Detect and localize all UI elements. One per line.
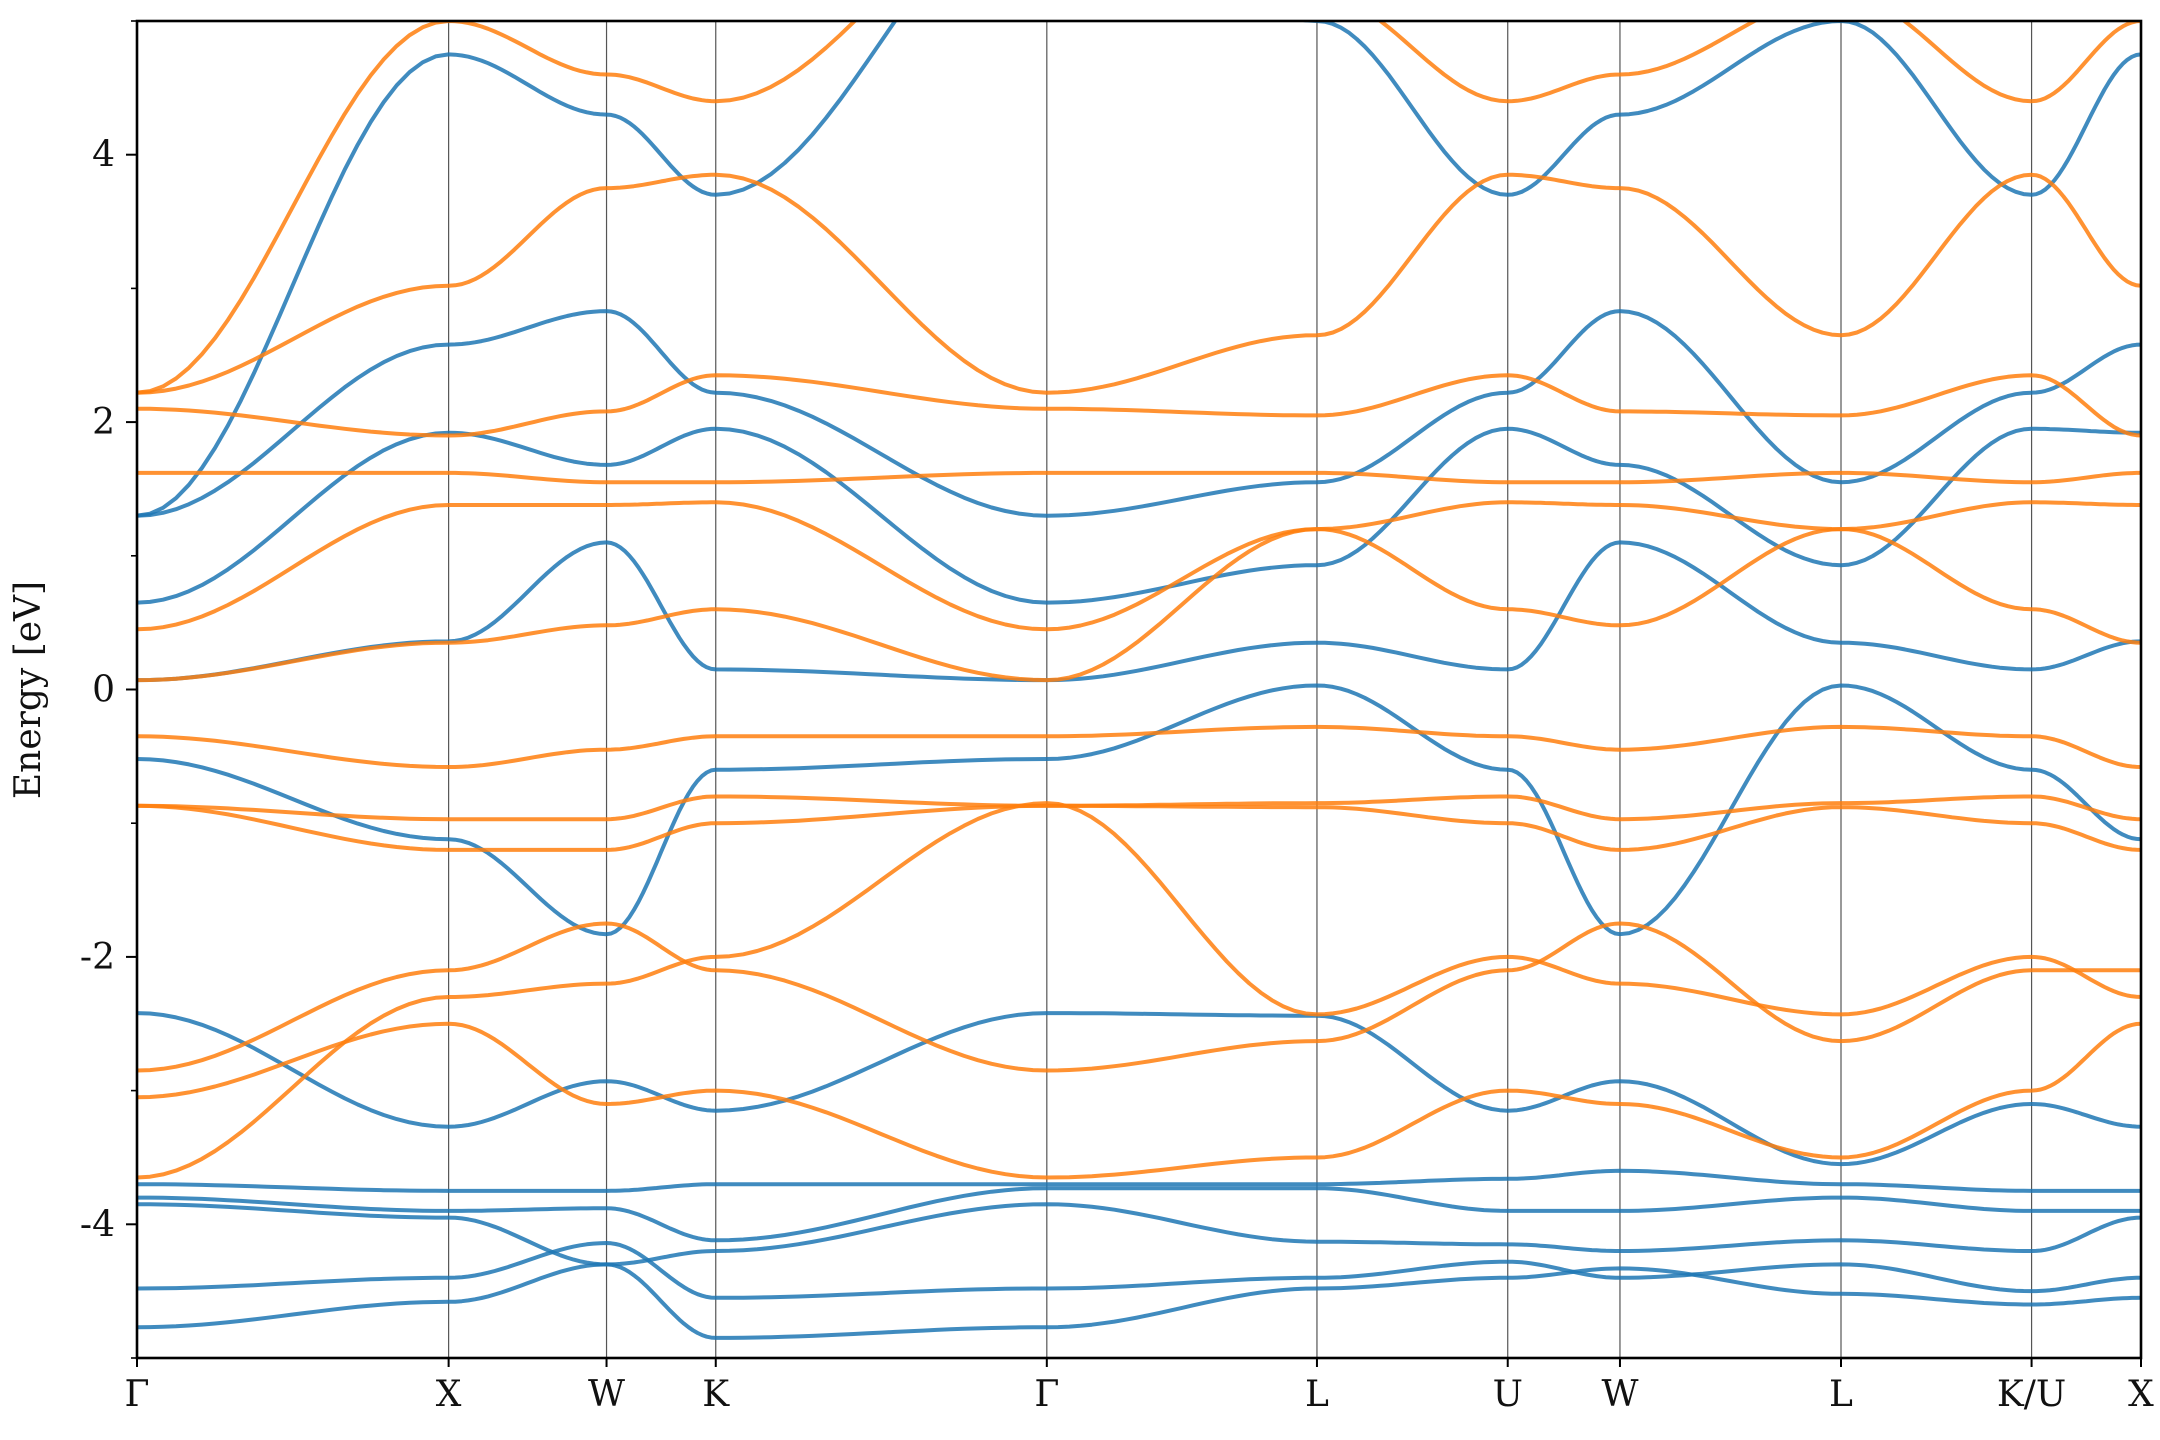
blue-band-line [137, 540, 2141, 683]
orange-band-line [137, 794, 2141, 822]
orange-band-line [137, 373, 2141, 438]
kpoint-label: K [702, 1374, 730, 1415]
orange-band-line [137, 21, 2141, 395]
orange-band-line [137, 803, 2141, 852]
kpoint-label: K/U [1997, 1374, 2066, 1415]
y-tick-label: -4 [80, 1204, 115, 1245]
blue-band-line [137, 683, 2141, 937]
kpoint-label: Γ [1034, 1374, 1059, 1415]
blue-band-line [137, 1168, 2141, 1193]
plot-background [137, 21, 2141, 1358]
blue-band-line [137, 426, 2141, 605]
y-tick-label: 0 [92, 670, 115, 711]
kpoint-label: U [1493, 1374, 1523, 1415]
kpoint-label: W [588, 1374, 625, 1415]
kpoint-label: L [1829, 1374, 1853, 1415]
kpoint-label: L [1305, 1374, 1329, 1415]
kpoint-label: Γ [125, 1374, 150, 1415]
y-tick-label: 4 [92, 135, 115, 176]
orange-band-line [137, 500, 2141, 632]
orange-band-line [137, 470, 2141, 485]
orange-band-line [137, 724, 2141, 769]
blue-band-line [137, 1262, 2141, 1340]
orange-band-line [137, 1021, 2141, 1180]
y-tick-label: 2 [92, 402, 115, 443]
kpoint-label: W [1601, 1374, 1638, 1415]
y-axis-label: Energy [eV] [8, 581, 49, 799]
x-ticks: Γ X W K Γ L U W L K/U X [125, 1358, 2154, 1415]
kpoint-label: X [436, 1374, 462, 1415]
kpoint-label: X [2128, 1374, 2154, 1415]
kpoint-lines [448, 21, 2033, 1358]
y-tick-label: -2 [80, 937, 115, 978]
orange-band-line [137, 921, 2141, 1073]
blue-band-line [137, 1186, 2141, 1243]
blue-band-line [137, 309, 2141, 518]
blue-band-line [137, 1202, 2141, 1267]
orange-band-line [137, 172, 2141, 395]
blue-band-line [137, 21, 2141, 518]
y-ticks: -4 -2 0 2 4 [80, 20, 137, 1359]
band-lines [137, 21, 2141, 1340]
orange-band-line [137, 801, 2141, 1180]
